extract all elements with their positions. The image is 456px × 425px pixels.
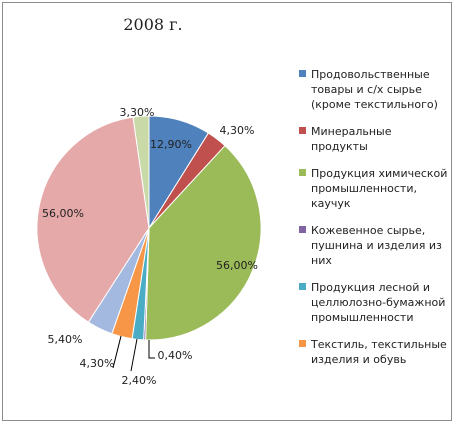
data-label-1: 12,90% — [150, 138, 192, 151]
pie-slice-8 — [36, 116, 150, 323]
legend-label: Продукция химической промышленности, кау… — [311, 167, 448, 210]
data-label-9: 3,30% — [120, 106, 155, 119]
legend-swatch — [299, 283, 306, 290]
pie-slice-9 — [132, 115, 150, 229]
legend-swatch — [299, 226, 306, 233]
legend-item-3: Продукция химической промышленности, кау… — [299, 166, 449, 211]
pie-chart: 12,90% 4,30% 56,00% 0,40%2,40% 4,30% 5,40% 56,… — [36, 106, 262, 387]
legend-label: Минеральные продукты — [311, 125, 392, 153]
legend-swatch — [299, 169, 306, 176]
legend-item-4: Кожевенное сырье, пушнина и изделия из н… — [299, 223, 449, 268]
chart-frame: 2008 г. 12,90% 4,30% 56,00% 0,40% 2,40% 4,30%… — [2, 2, 452, 421]
data-label-8: 56,00% — [42, 207, 84, 220]
data-label-5: 2,40% — [122, 374, 157, 387]
chart-title: 2008 г. — [123, 15, 183, 34]
data-label-4: 0,40% — [158, 349, 193, 362]
legend: Продовольственные товары и с/х сырье (кр… — [299, 67, 449, 379]
pie-slice-3 — [145, 144, 262, 341]
leader-line-5 — [130, 338, 138, 372]
legend-swatch — [299, 70, 306, 77]
legend-label: Продовольственные товары и с/х сырье (кр… — [311, 68, 438, 111]
legend-item-1: Продовольственные товары и с/х сырье (кр… — [299, 67, 449, 112]
legend-item-2: Минеральные продукты — [299, 124, 449, 154]
data-label-3: 56,00% — [216, 259, 258, 272]
legend-item-5: Продукция лесной и целлюлозно-бумажной п… — [299, 280, 449, 325]
legend-item-6: Текстиль, текстильные изделия и обувь — [299, 337, 449, 367]
legend-label: Продукция лесной и целлюлозно-бумажной п… — [311, 281, 446, 324]
legend-swatch — [299, 127, 306, 134]
legend-label: Текстиль, текстильные изделия и обувь — [311, 338, 447, 366]
data-label-2: 4,30% — [220, 124, 255, 137]
legend-label: Кожевенное сырье, пушнина и изделия из н… — [311, 224, 442, 267]
data-label-7: 5,40% — [48, 333, 83, 346]
data-label-6: 4,30% — [80, 357, 115, 370]
leader-line-4 — [148, 340, 155, 359]
legend-swatch — [299, 340, 306, 347]
leader-line-6 — [112, 335, 122, 369]
